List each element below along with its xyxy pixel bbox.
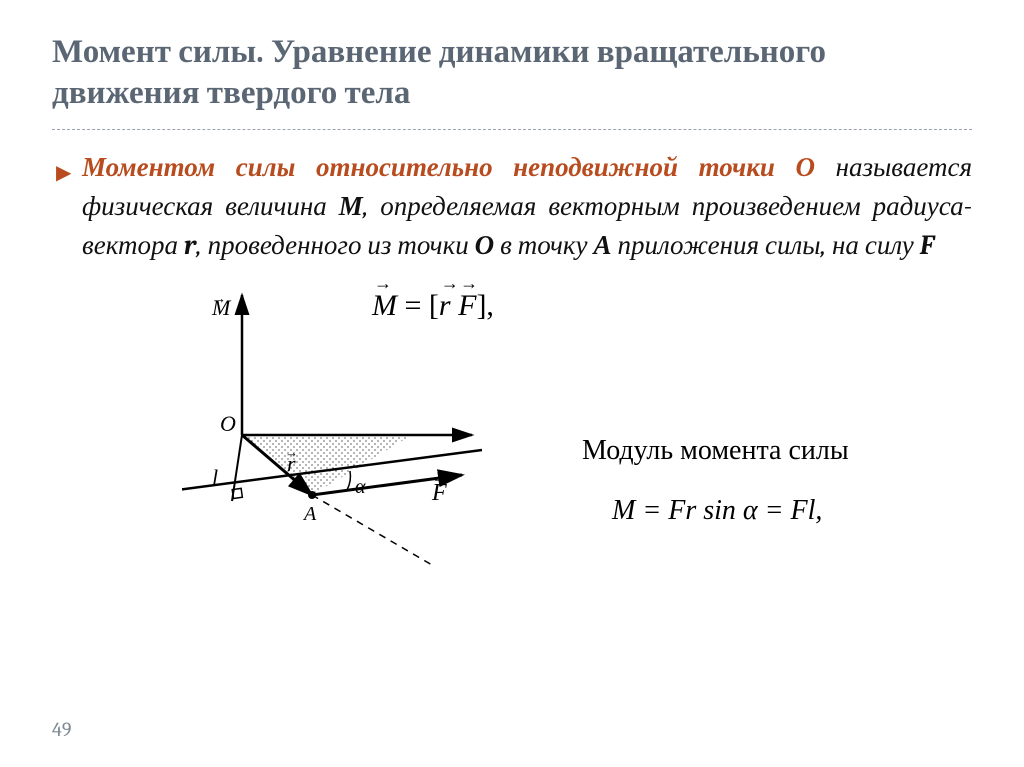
symbol-A: А xyxy=(593,230,611,261)
svg-text:→: → xyxy=(432,472,446,487)
bullet-icon: ▶ xyxy=(56,158,71,187)
page-title: Момент силы. Уравнение динамики вращател… xyxy=(52,32,972,115)
svg-text:→: → xyxy=(212,292,226,307)
page-number: 49 xyxy=(52,718,71,741)
svg-text:А: А xyxy=(302,503,317,525)
text-seg-5: приложения силы, на силу xyxy=(612,230,920,261)
symbol-M: М xyxy=(339,191,363,222)
svg-text:O: O xyxy=(220,411,236,436)
symbol-r: r xyxy=(184,230,196,261)
slide: Момент силы. Уравнение динамики вращател… xyxy=(0,0,1024,767)
text-seg-2: , определяемая ве xyxy=(363,191,572,222)
symbol-F: F xyxy=(920,230,935,261)
term-highlight: Моментом силы относительно неподвижной т… xyxy=(82,152,815,183)
title-divider xyxy=(52,129,972,130)
modulus-label: Модуль момента силы xyxy=(582,435,849,467)
svg-text:→: → xyxy=(285,445,298,460)
svg-text:α: α xyxy=(355,476,366,498)
text-seg-4: в точку xyxy=(494,230,593,261)
symbol-O: О xyxy=(475,230,495,261)
modulus-equation: M = Fr sin α = Fl, xyxy=(612,495,822,527)
text-seg-3: , проведенного из точки xyxy=(196,230,475,261)
svg-text:l: l xyxy=(212,465,218,490)
figure-area: M = [r F], M → O xyxy=(52,285,972,585)
moment-diagram: M → O F → r → А l α xyxy=(182,275,522,575)
definition-paragraph: ▶ Моментом силы относительно неподвижной… xyxy=(52,148,972,265)
